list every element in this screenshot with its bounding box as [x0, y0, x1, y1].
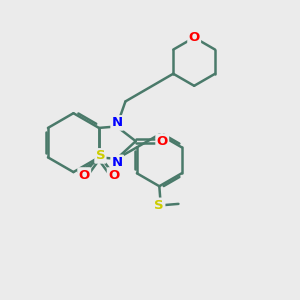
Text: O: O — [188, 31, 200, 44]
Text: O: O — [79, 169, 90, 182]
Text: S: S — [154, 199, 164, 212]
Text: O: O — [157, 135, 168, 148]
Text: O: O — [108, 169, 119, 182]
Text: S: S — [96, 149, 105, 162]
Text: N: N — [112, 116, 123, 129]
Text: N: N — [112, 156, 123, 169]
